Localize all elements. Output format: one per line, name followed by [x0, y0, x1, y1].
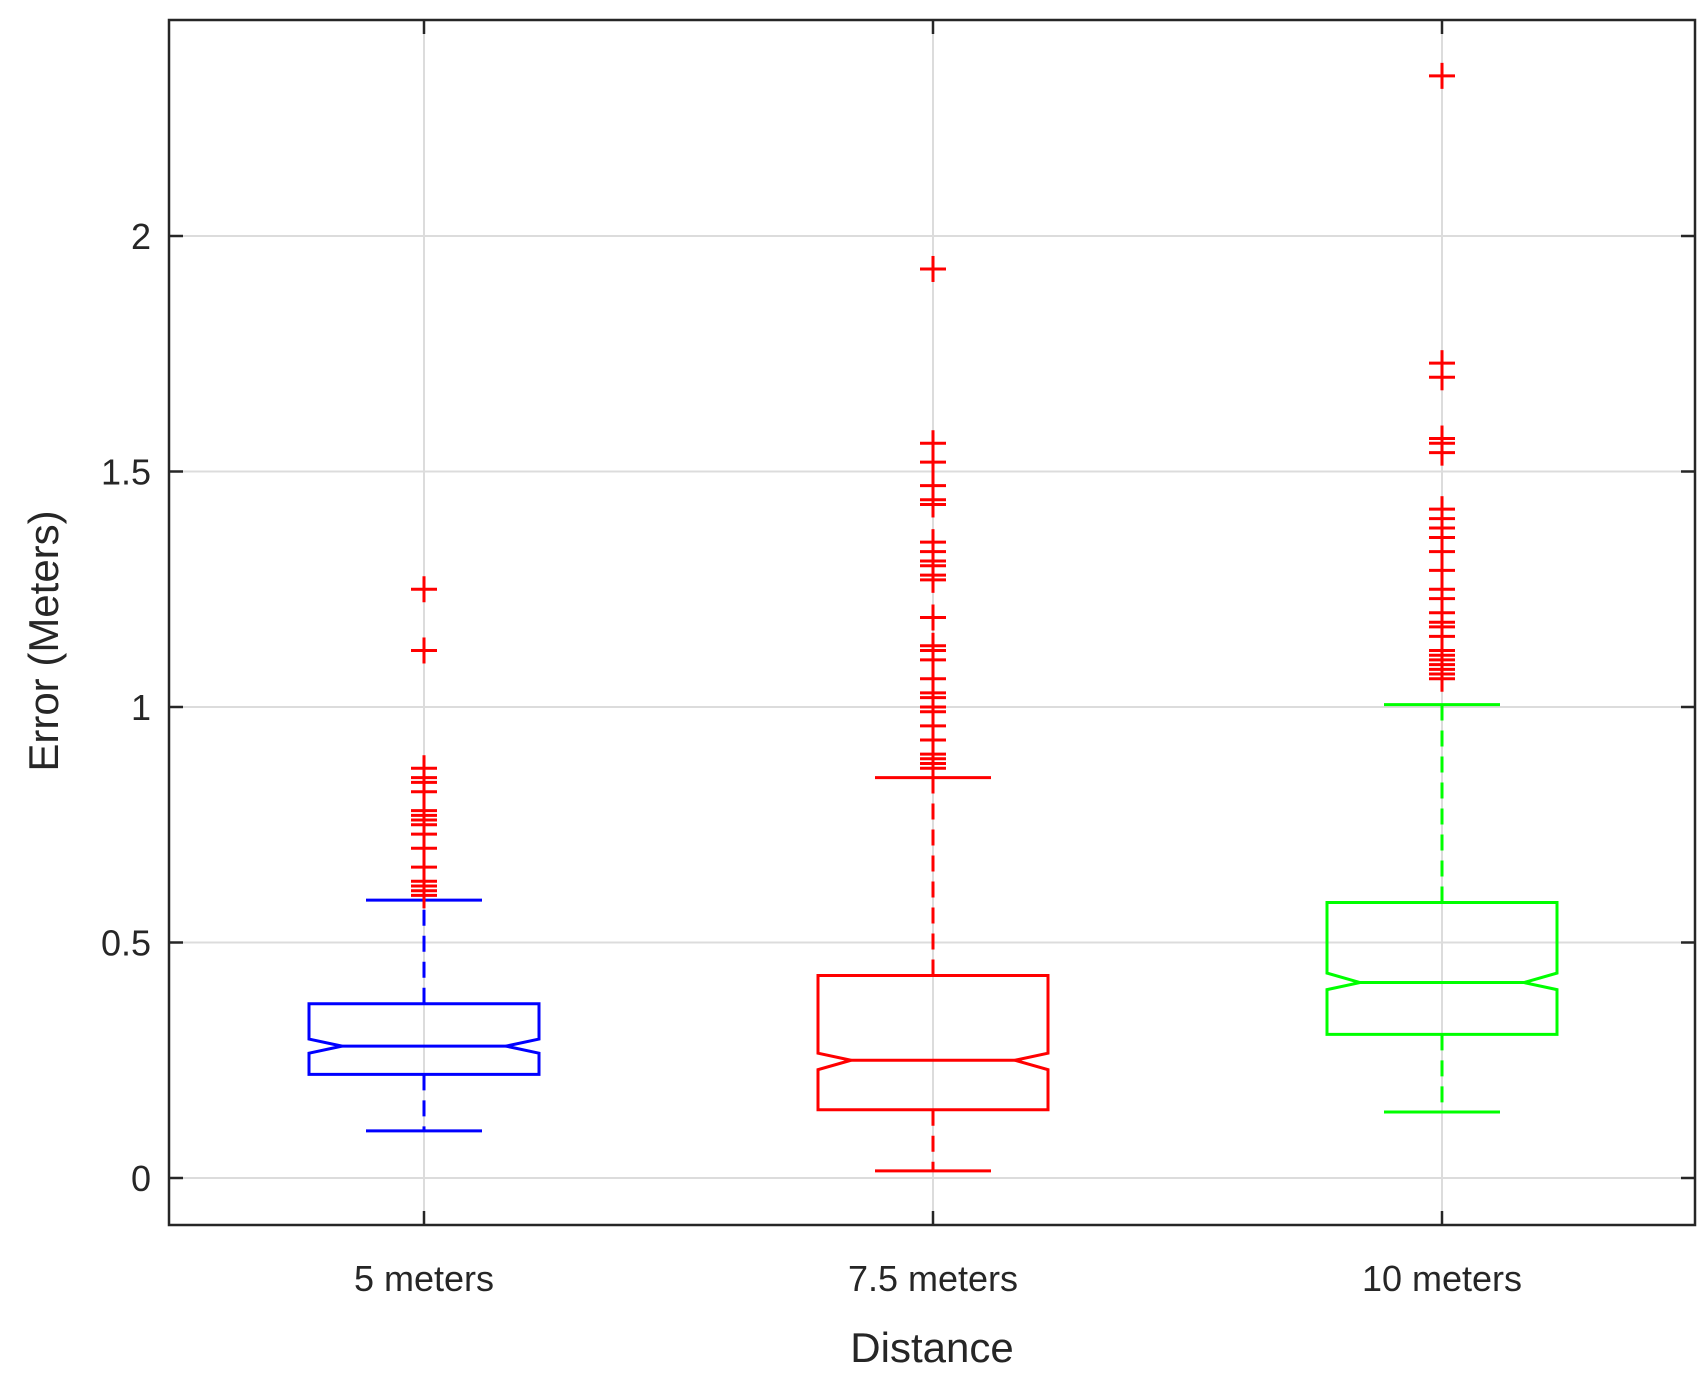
- notched-box: [307, 1002, 541, 1076]
- x-tick-label: 5 meters: [354, 1258, 494, 1299]
- y-tick-label: 0: [131, 1158, 151, 1199]
- y-tick-label: 0.5: [101, 923, 151, 964]
- outlier-marker: [920, 430, 946, 457]
- outlier-marker: [1429, 350, 1455, 377]
- box-group-2: [816, 255, 1050, 1173]
- outlier-marker: [411, 755, 437, 782]
- box-group-1: [307, 576, 541, 1133]
- outlier-marker: [411, 576, 437, 603]
- y-tick-label: 1: [131, 687, 151, 728]
- label-layer: Distance Error (Meters): [20, 510, 1014, 1371]
- outlier-marker: [920, 529, 946, 556]
- outlier-marker: [920, 255, 946, 282]
- y-tick-label: 1.5: [101, 452, 151, 493]
- outlier-marker: [1429, 496, 1455, 523]
- outlier-marker: [1429, 425, 1455, 452]
- box-group-3: [1325, 62, 1559, 1114]
- outlier-marker: [411, 637, 437, 664]
- outlier-marker: [920, 604, 946, 631]
- x-axis-label: Distance: [850, 1324, 1013, 1371]
- y-tick-label: 2: [131, 216, 151, 257]
- axes-layer: 0 0.5 1 1.5 2 5 meters 7.5 meters 10 meters: [101, 18, 1697, 1299]
- notched-box: [816, 973, 1050, 1112]
- outlier-marker: [920, 472, 946, 499]
- outlier-marker: [920, 632, 946, 659]
- outlier-marker: [1429, 62, 1455, 89]
- x-tick-label: 10 meters: [1362, 1258, 1522, 1299]
- box-layer: [307, 62, 1559, 1173]
- x-tick-label: 7.5 meters: [848, 1258, 1018, 1299]
- y-axis-label: Error (Meters): [20, 510, 67, 771]
- notched-box: [1325, 900, 1559, 1036]
